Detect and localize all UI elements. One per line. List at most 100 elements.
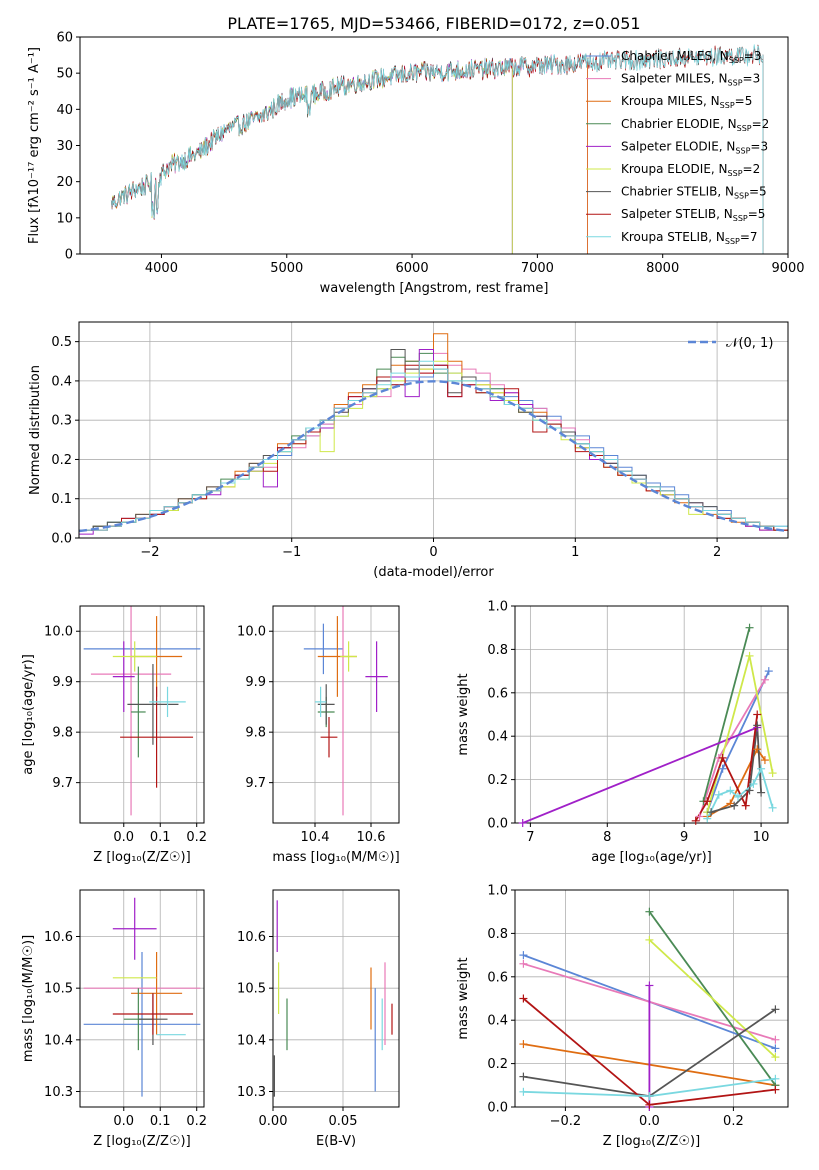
weight-vs-age-panel: 7 8 9 10 0.0 0.2 0.4 0.6 0.8 1.0 age [log₁₀(age/yr… xyxy=(456,600,789,865)
mass-vs-metallicity-panel: 0.0 0.1 0.2 10.3 10.4 10.5 10.6 Z [log₁₀(Z/Z☉)]… xyxy=(21,889,207,1149)
age-vs-metallicity-panel: 0.0 0.1 0.2 9.7 9.8 9.9 10.0 Z [log₁₀(Z/Z☉)] age… xyxy=(21,605,207,865)
axes-frame xyxy=(272,605,400,824)
legend-label: Salpeter ELODIE, N xyxy=(621,139,735,153)
y-tick-label: 10.4 xyxy=(237,1033,266,1048)
legend-label: Chabrier ELODIE, N xyxy=(621,117,737,131)
legend-subscript: SSP xyxy=(733,214,748,223)
histogram-step xyxy=(79,360,788,538)
x-tick-label: 0.2 xyxy=(186,830,207,845)
spectrum-line xyxy=(110,58,513,219)
residuals-panel: −2 −1 0 1 2 0.0 0.1 0.2 0.3 0.4 0.5 (data-model)/er… xyxy=(28,321,789,580)
weight-line xyxy=(702,627,751,802)
y-axis-label: Flux [fλ10⁻¹⁷ erg cm⁻² s⁻¹ A⁻¹] xyxy=(27,47,42,244)
y-tick-label: 0.6 xyxy=(487,686,508,701)
legend-value: =7 xyxy=(740,230,758,244)
x-axis-label: Z [log₁₀(Z/Z☉)] xyxy=(93,1134,190,1149)
x-tick-label: 2 xyxy=(713,545,721,560)
y-tick-label: 9.7 xyxy=(52,776,73,791)
y-tick-label: 9.9 xyxy=(52,675,73,690)
y-axis-label: Normed distribution xyxy=(28,365,43,495)
plot-area xyxy=(83,897,201,1097)
y-tick-label: 9.7 xyxy=(245,776,266,791)
x-tick-label: 0.00 xyxy=(259,1114,288,1129)
legend-entry: 𝒩(0, 1) xyxy=(726,336,773,351)
x-axis-label: E(B-V) xyxy=(316,1134,356,1149)
weight-vs-metallicity-panel: −0.2 0.0 0.2 0.0 0.2 0.4 0.6 0.8 1.0 Z [log₁₀(Z/Z… xyxy=(456,884,789,1149)
x-axis-label: (data-model)/error xyxy=(373,565,494,580)
y-tick-label: 1.0 xyxy=(487,884,508,899)
x-axis-label: wavelength [Angstrom, rest frame] xyxy=(320,281,549,296)
legend-entry: Kroupa MILES, NSSP=5 xyxy=(621,94,752,110)
mass-vs-ebv-panel: 0.00 0.05 10.3 10.4 10.5 10.6 E(B-V) xyxy=(237,889,400,1149)
y-tick-label: 10 xyxy=(56,211,73,226)
legend-entry: Chabrier ELODIE, NSSP=2 xyxy=(621,117,769,133)
axes-frame xyxy=(79,889,205,1108)
y-tick-label: 50 xyxy=(56,67,73,82)
y-tick-label: 10.6 xyxy=(237,930,266,945)
legend-value: =5 xyxy=(749,185,767,199)
x-tick-label: 4000 xyxy=(145,261,178,276)
axes-frame xyxy=(272,889,400,1108)
legend-subscript: SSP xyxy=(720,101,735,110)
y-tick-label: 40 xyxy=(56,103,73,118)
y-tick-label: 10.0 xyxy=(44,625,73,640)
plot-area xyxy=(110,44,764,254)
y-tick-label: 0.0 xyxy=(487,817,508,832)
y-tick-label: 10.5 xyxy=(237,982,266,997)
x-tick-label: 7000 xyxy=(521,261,554,276)
y-axis-label: mass weight xyxy=(456,957,471,1039)
y-tick-label: 0.4 xyxy=(487,730,508,745)
x-tick-label: 9 xyxy=(680,830,688,845)
legend-subscript: SSP xyxy=(734,192,749,201)
y-tick-label: 0.4 xyxy=(487,1014,508,1029)
legend-label: Chabrier MILES, N xyxy=(621,49,729,63)
legend-value: =2 xyxy=(743,162,761,176)
x-axis-label: Z [log₁₀(Z/Z☉)] xyxy=(93,850,190,865)
legend-label: Kroupa ELODIE, N xyxy=(621,162,728,176)
spectrum-line xyxy=(110,54,588,221)
spectrum-line xyxy=(110,53,588,218)
spectrum-line xyxy=(110,57,513,218)
figure-title: PLATE=1765, MJD=53466, FIBERID=0172, z=0… xyxy=(227,14,640,33)
y-axis-label: age [log₁₀(age/yr)] xyxy=(21,654,36,775)
y-tick-label: 9.9 xyxy=(245,675,266,690)
legend-entry: Chabrier STELIB, NSSP=5 xyxy=(621,185,767,201)
y-tick-label: 0.2 xyxy=(487,1057,508,1072)
x-tick-label: 7 xyxy=(526,830,534,845)
y-tick-label: 0.6 xyxy=(487,970,508,985)
legend-label: Salpeter STELIB, N xyxy=(621,207,733,221)
y-tick-label: 10.3 xyxy=(44,1085,73,1100)
x-tick-label: 0.1 xyxy=(150,830,171,845)
legend-value: =3 xyxy=(744,49,762,63)
y-axis-label: mass weight xyxy=(456,673,471,755)
y-tick-label: 30 xyxy=(56,139,73,154)
plot-area xyxy=(79,333,788,538)
y-tick-label: 0.0 xyxy=(51,532,72,547)
age-vs-mass-panel: 10.4 10.6 9.7 9.8 9.9 10.0 mass [log₁₀(M/M☉)] xyxy=(237,605,400,865)
y-tick-label: 60 xyxy=(56,31,73,46)
y-tick-label: 0.3 xyxy=(51,414,72,429)
y-axis-label: mass [log₁₀(M/M☉)] xyxy=(21,935,36,1062)
legend-value: =3 xyxy=(743,72,761,86)
x-tick-label: 0 xyxy=(429,545,437,560)
plot-area xyxy=(522,627,774,823)
x-tick-label: 0.0 xyxy=(113,830,134,845)
x-tick-label: −2 xyxy=(140,545,159,560)
x-tick-label: 0.2 xyxy=(723,1114,744,1129)
legend-value: =5 xyxy=(748,207,766,221)
legend-label: Salpeter MILES, N xyxy=(621,72,728,86)
legend-value: =3 xyxy=(750,139,768,153)
axes-frame xyxy=(514,605,789,824)
spectrum-line xyxy=(110,52,588,219)
x-axis-label: age [log₁₀(age/yr)] xyxy=(591,850,712,865)
plot-area xyxy=(83,606,201,816)
legend-label: Kroupa MILES, N xyxy=(621,94,720,108)
x-tick-label: −0.2 xyxy=(550,1114,582,1129)
legend-label: Kroupa STELIB, N xyxy=(621,230,725,244)
y-tick-label: 20 xyxy=(56,175,73,190)
legend-entry: Kroupa STELIB, NSSP=7 xyxy=(621,230,758,246)
x-tick-label: 10 xyxy=(753,830,770,845)
legend-value: =5 xyxy=(735,94,753,108)
spectrum-line xyxy=(110,58,513,220)
legend-subscript: SSP xyxy=(728,169,743,178)
